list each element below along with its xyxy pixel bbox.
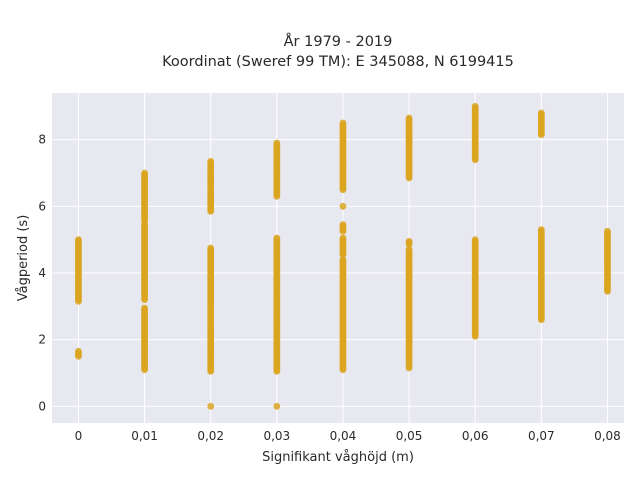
data-point [141, 296, 148, 304]
title-line-1: År 1979 - 2019 [284, 33, 393, 50]
data-point [604, 287, 611, 295]
data-points [75, 102, 611, 410]
data-point [273, 192, 281, 200]
x-tick-label: 0,04 [330, 429, 357, 443]
data-point [273, 367, 281, 375]
data-point [141, 217, 148, 225]
data-point [207, 367, 215, 375]
data-point [471, 156, 479, 164]
data-point [339, 202, 347, 210]
data-point [405, 174, 413, 182]
data-point [273, 402, 281, 410]
data-point [207, 207, 215, 215]
data-point [75, 352, 82, 360]
data-point [339, 366, 347, 374]
data-point [75, 297, 82, 305]
chart-title: År 1979 - 2019 Koordinat (Sweref 99 TM):… [162, 33, 514, 70]
x-tick-label: 0,05 [396, 429, 423, 443]
x-tick-label: 0,02 [197, 429, 224, 443]
y-tick-label: 0 [38, 399, 46, 413]
data-point [405, 364, 413, 372]
data-point [405, 241, 413, 249]
x-tick-label: 0,08 [594, 429, 621, 443]
data-point [537, 131, 545, 139]
data-point [339, 251, 347, 259]
y-tick-label: 8 [38, 133, 46, 147]
data-point [339, 227, 347, 235]
y-tick-label: 2 [38, 333, 46, 347]
y-tick-label: 4 [38, 266, 46, 280]
y-axis-title: Vågperiod (s) [16, 215, 31, 302]
y-axis-ticks: 0 2 4 6 8 [38, 133, 46, 414]
data-point [207, 402, 215, 410]
data-point [339, 186, 347, 194]
x-tick-label: 0 [75, 429, 83, 443]
x-tick-label: 0,03 [263, 429, 290, 443]
y-tick-label: 6 [38, 199, 46, 213]
x-tick-label: 0,06 [462, 429, 489, 443]
x-tick-label: 0,07 [528, 429, 555, 443]
data-point [537, 316, 545, 324]
data-point [405, 357, 413, 365]
x-axis-title: Signifikant våghöjd (m) [262, 450, 414, 465]
data-point [471, 332, 479, 340]
x-tick-label: 0,01 [131, 429, 158, 443]
title-line-2: Koordinat (Sweref 99 TM): E 345088, N 61… [162, 54, 514, 70]
data-point [141, 366, 148, 374]
x-axis-ticks: 0 0,01 0,02 0,03 0,04 0,05 0,06 0,07 0,08 [75, 429, 621, 443]
